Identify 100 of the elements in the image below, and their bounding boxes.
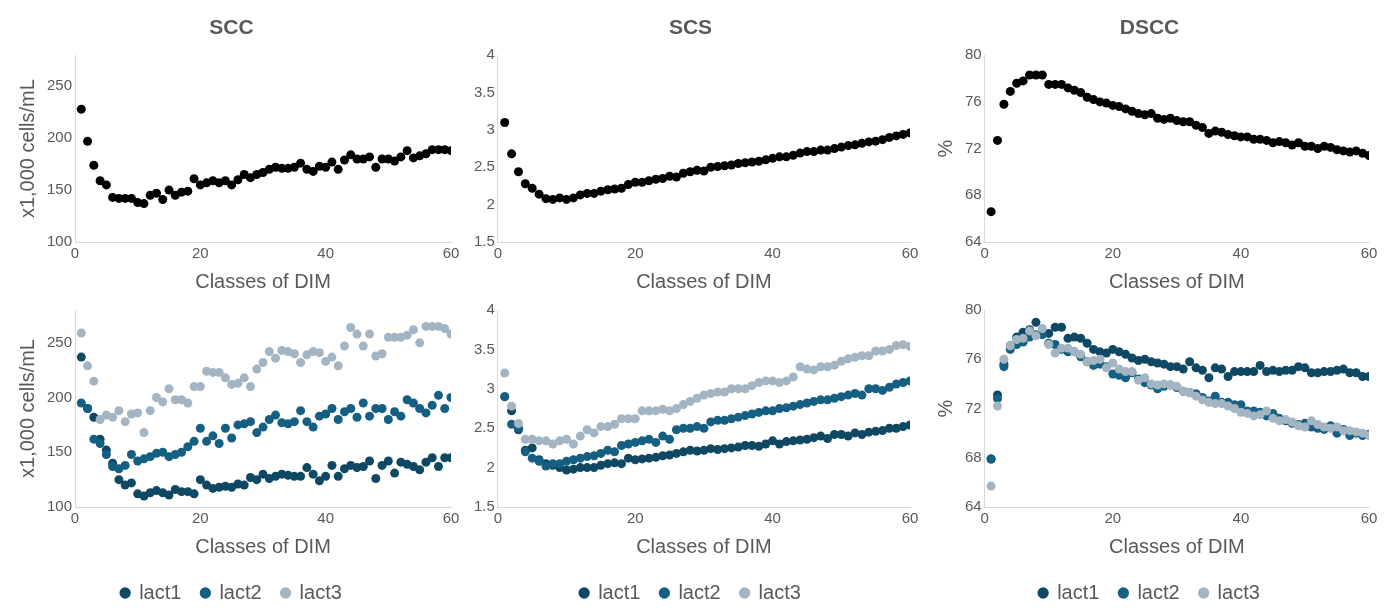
x-tick-label: 40 [764,509,781,527]
point [1197,123,1207,133]
point [541,436,551,446]
point [258,358,268,368]
y-tick-label: 64 [965,497,982,515]
point [671,172,681,182]
point [1031,317,1041,327]
point [999,99,1009,109]
point [120,460,130,470]
point [999,354,1009,364]
y-tick-label: 2.5 [473,418,495,436]
point [83,136,93,146]
point [836,356,846,366]
point [665,434,675,444]
y-tick-label: 80 [965,45,982,63]
point [208,431,218,441]
x-tick-label: 0 [980,509,989,527]
x-tick-label: 40 [1232,244,1250,262]
point [986,481,996,491]
point [754,441,764,451]
point [296,406,306,416]
point [421,408,431,418]
point [527,453,537,463]
point [271,410,281,420]
point [829,360,839,370]
y-axis-title: % [933,139,956,158]
y-axis-title: x1,000 cells/mL [15,339,38,478]
point [603,422,613,432]
point [151,188,161,198]
point [333,361,343,371]
x-tick-label: 0 [70,509,80,527]
point [1229,404,1239,413]
point [1076,88,1086,98]
x-tick-label: 20 [626,509,644,527]
point [1300,363,1310,373]
x-tick-label: 20 [1104,244,1122,262]
point [507,401,517,411]
point [1217,364,1227,374]
chart-title: SCS [668,15,713,39]
point [101,180,111,190]
point [239,373,249,383]
point [339,341,349,351]
point [327,157,337,167]
y-tick-label: 2 [486,457,495,475]
legend-label: lact3 [1217,580,1260,603]
point [321,471,331,481]
point [195,423,205,433]
point [396,152,406,162]
point [699,423,709,433]
x-axis-title: Classes of DIM [1109,534,1245,557]
point [164,384,174,394]
y-tick-label: 72 [965,138,982,156]
x-axis-title: Classes of DIM [636,269,772,292]
point [377,404,387,413]
point [396,411,406,421]
point [352,329,362,339]
point [884,344,894,354]
point [289,417,299,427]
legend-label: lact3 [758,580,801,603]
y-tick-label: 2.5 [473,157,495,175]
point [402,330,412,340]
point [651,437,661,447]
point [308,469,318,479]
point [308,166,318,176]
point [264,414,274,424]
x-tick-label: 60 [901,244,919,262]
y-tick-label: 68 [965,185,982,203]
x-tick-label: 40 [317,509,335,527]
y-tick-label: 200 [47,387,73,405]
point [258,422,268,432]
point [233,175,243,185]
point [562,434,572,444]
point [327,352,337,362]
point [308,422,318,432]
x-axis-title: Classes of DIM [636,534,772,557]
point [164,490,174,500]
point [1140,373,1150,383]
x-tick-label: 0 [493,244,503,262]
point [139,199,149,209]
point [1018,76,1028,86]
x-tick-label: 40 [317,244,335,262]
point [227,482,237,492]
point [1057,322,1067,332]
point [377,460,387,470]
point [183,186,193,196]
point [126,449,136,459]
point [685,396,695,406]
point [415,404,425,413]
point [158,447,168,457]
point [993,394,1002,404]
point [1204,373,1214,383]
point [289,162,299,172]
y-tick-label: 1.5 [473,232,495,250]
point [1223,371,1233,381]
point [346,404,356,413]
point [214,439,224,449]
point [321,356,331,366]
point [986,207,996,217]
point [158,194,168,204]
point [151,393,161,403]
